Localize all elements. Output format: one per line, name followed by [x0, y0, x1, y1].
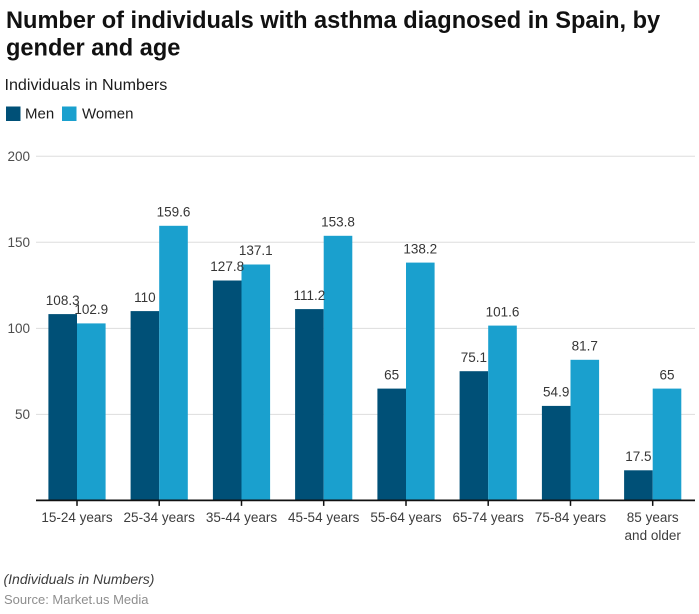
svg-text:65-74 years: 65-74 years	[453, 510, 525, 525]
svg-text:Women: Women	[82, 106, 133, 123]
svg-text:127.8: 127.8	[210, 259, 244, 274]
svg-text:25-34 years: 25-34 years	[124, 510, 196, 525]
svg-text:54.9: 54.9	[543, 385, 569, 400]
svg-text:35-44 years: 35-44 years	[206, 510, 278, 525]
svg-text:150: 150	[7, 235, 30, 250]
svg-text:15-24 years: 15-24 years	[41, 510, 113, 525]
svg-text:50: 50	[15, 407, 30, 422]
svg-text:65: 65	[659, 367, 674, 382]
svg-text:138.2: 138.2	[403, 241, 437, 256]
svg-text:85 years: 85 years	[627, 510, 679, 525]
svg-text:200: 200	[7, 149, 30, 164]
svg-text:110: 110	[134, 290, 156, 305]
svg-text:75.1: 75.1	[461, 350, 487, 365]
svg-text:75-84 years: 75-84 years	[535, 510, 607, 525]
svg-text:102.9: 102.9	[74, 302, 108, 317]
svg-text:159.6: 159.6	[157, 205, 191, 220]
svg-text:108.3: 108.3	[46, 293, 80, 308]
svg-text:Individuals in Numbers: Individuals in Numbers	[5, 76, 168, 94]
svg-text:Men: Men	[25, 106, 54, 123]
svg-text:111.2: 111.2	[294, 288, 326, 303]
svg-text:and older: and older	[625, 528, 682, 543]
svg-text:137.1: 137.1	[239, 243, 273, 258]
svg-text:45-54 years: 45-54 years	[288, 510, 360, 525]
svg-text:Number of individuals with ast: Number of individuals with asthma diagno…	[6, 8, 660, 34]
svg-text:55-64 years: 55-64 years	[370, 510, 442, 525]
svg-text:(Individuals in Numbers): (Individuals in Numbers)	[4, 571, 155, 587]
svg-text:gender and age: gender and age	[6, 36, 180, 62]
svg-text:81.7: 81.7	[572, 339, 598, 354]
svg-text:100: 100	[7, 321, 30, 336]
svg-text:Source: Market.us Media: Source: Market.us Media	[4, 592, 149, 607]
svg-text:101.6: 101.6	[486, 304, 520, 319]
svg-text:65: 65	[384, 367, 399, 382]
svg-text:153.8: 153.8	[321, 215, 355, 230]
svg-text:17.5: 17.5	[625, 449, 651, 464]
